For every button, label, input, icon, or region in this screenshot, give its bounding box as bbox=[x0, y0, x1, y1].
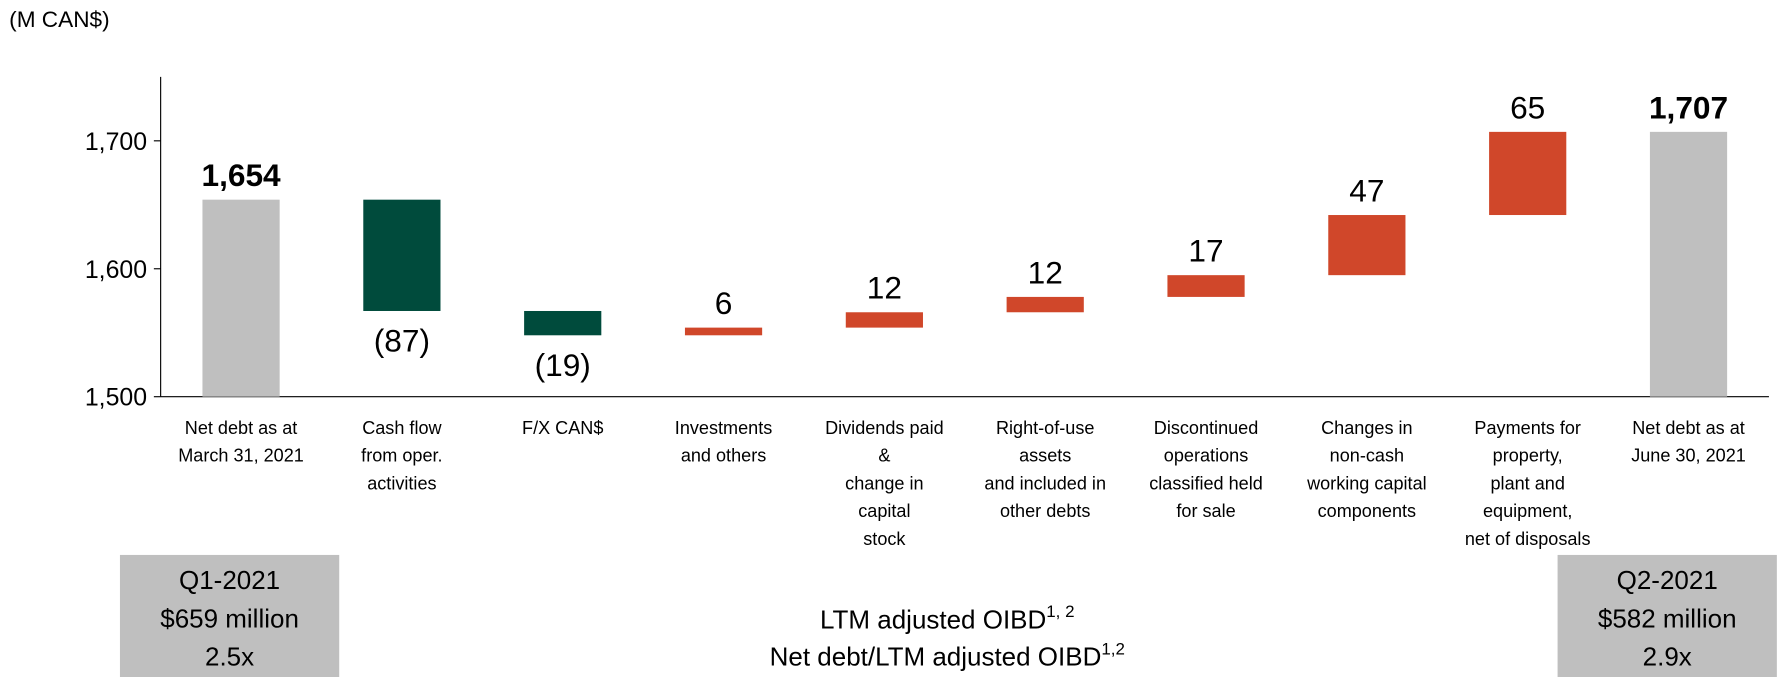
bar bbox=[1006, 296, 1084, 313]
y-tick-label: 1,700 bbox=[85, 128, 147, 156]
x-tick-label-line: June 30, 2021 bbox=[1631, 446, 1746, 466]
x-tick-label-line: equipment, bbox=[1483, 501, 1572, 521]
footer-box bbox=[119, 554, 340, 677]
footer-box-text: Q1-2021 bbox=[179, 565, 280, 595]
footer-center-main: Net debt/LTM adjusted OIBD bbox=[770, 642, 1102, 672]
x-tick-label: Net debt as at March 31, 2021 bbox=[178, 418, 304, 466]
x-tick-label-line: change in bbox=[845, 473, 923, 493]
x-tick-label: Net debt as at June 30, 2021 bbox=[1631, 418, 1746, 466]
x-tick-label-line: net of disposals bbox=[1465, 529, 1591, 549]
x-tick-label-line: assets bbox=[1019, 446, 1071, 466]
y-tick-label: 1,600 bbox=[85, 256, 147, 284]
y-tick-label: 1,500 bbox=[85, 384, 147, 412]
footer-box-text: 2.5x bbox=[205, 642, 254, 672]
x-tick-label-line: & bbox=[878, 446, 890, 466]
footer-center-text: LTM adjusted OIBD1, 2 bbox=[820, 602, 1075, 634]
x-tick-label-line: Investments bbox=[675, 418, 772, 438]
x-tick-label-line: plant and bbox=[1490, 473, 1564, 493]
footer-box-text: $659 million bbox=[160, 603, 299, 633]
x-tick-label-line: Discontinued bbox=[1154, 418, 1259, 438]
bar bbox=[202, 199, 280, 397]
value-label: (87) bbox=[374, 323, 430, 359]
bar bbox=[363, 199, 441, 311]
footer-box-text: Q2-2021 bbox=[1617, 565, 1718, 595]
x-tick-label-line: working capital bbox=[1306, 473, 1427, 493]
x-tick-label: Payments for property, plant and equipment,… bbox=[1465, 418, 1591, 549]
bar bbox=[845, 312, 923, 328]
bar bbox=[1167, 275, 1245, 297]
value-label: 1,707 bbox=[1649, 89, 1728, 125]
x-tick-label-line: Net debt as at bbox=[1632, 418, 1745, 438]
x-tick-label-line: activities bbox=[367, 473, 436, 493]
bar bbox=[684, 327, 763, 336]
footer-center-sup: 1, 2 bbox=[1046, 602, 1074, 621]
x-tick-label-line: capital bbox=[858, 501, 910, 521]
x-tick-label-line: and included in bbox=[984, 473, 1106, 493]
x-tick-label: Changes in non-cash working capital compone… bbox=[1306, 418, 1427, 521]
x-tick-label-line: Net debt as at bbox=[185, 418, 298, 438]
bar bbox=[1649, 131, 1728, 397]
x-tick-label: Investments and others bbox=[675, 418, 772, 466]
x-tick-label-line: property, bbox=[1493, 446, 1563, 466]
x-tick-label-line: operations bbox=[1164, 446, 1248, 466]
x-tick-label-line: components bbox=[1318, 501, 1417, 521]
x-tick-label-line: and others bbox=[681, 446, 766, 466]
x-tick-label-line: non-cash bbox=[1330, 446, 1404, 466]
x-tick-label-line: stock bbox=[863, 529, 906, 549]
x-tick-label-line: other debts bbox=[1000, 501, 1090, 521]
value-label: 47 bbox=[1349, 172, 1384, 208]
value-label: 12 bbox=[1028, 254, 1063, 290]
x-tick-label: F/X CAN$ bbox=[522, 418, 603, 438]
x-tick-label-line: classified held bbox=[1149, 473, 1263, 493]
footer-center-sup: 1,2 bbox=[1101, 639, 1125, 658]
unit-label: (M CAN$) bbox=[9, 7, 109, 32]
x-tick-label-line: March 31, 2021 bbox=[178, 446, 304, 466]
x-tick-label-line: Cash flow bbox=[362, 418, 442, 438]
footer-center-text: Net debt/LTM adjusted OIBD1,2 bbox=[770, 639, 1125, 671]
x-tick-label-line: Changes in bbox=[1321, 418, 1412, 438]
footer-box-text: $582 million bbox=[1598, 603, 1737, 633]
x-tick-label-line: Dividends paid bbox=[825, 418, 944, 438]
value-label: 65 bbox=[1510, 89, 1545, 125]
bar bbox=[1489, 131, 1567, 216]
value-label: 6 bbox=[715, 285, 733, 321]
x-tick-label: Right-of-use assets and included in other d… bbox=[984, 418, 1106, 521]
x-tick-label-line: Right-of-use bbox=[996, 418, 1094, 438]
bar bbox=[1328, 215, 1406, 276]
value-label: 1,654 bbox=[201, 157, 281, 193]
footer-box bbox=[1557, 554, 1777, 677]
footer-box-text: 2.9x bbox=[1643, 642, 1692, 672]
footer-center-main: LTM adjusted OIBD bbox=[820, 604, 1046, 634]
x-tick-label: Cash flow from oper. activities bbox=[361, 418, 442, 493]
x-tick-label-line: F/X CAN$ bbox=[522, 418, 603, 438]
x-tick-label-line: for sale bbox=[1176, 501, 1235, 521]
x-tick-label-line: Payments for bbox=[1474, 418, 1581, 438]
x-tick-label: Discontinued operations classified held for… bbox=[1149, 418, 1263, 521]
value-label: 12 bbox=[867, 270, 902, 306]
x-tick-label: Dividends paid & change in capital stock bbox=[825, 418, 944, 549]
x-tick-label-line: from oper. bbox=[361, 446, 442, 466]
bar bbox=[524, 310, 602, 336]
value-label: 17 bbox=[1188, 233, 1223, 269]
value-label: (19) bbox=[535, 347, 591, 383]
